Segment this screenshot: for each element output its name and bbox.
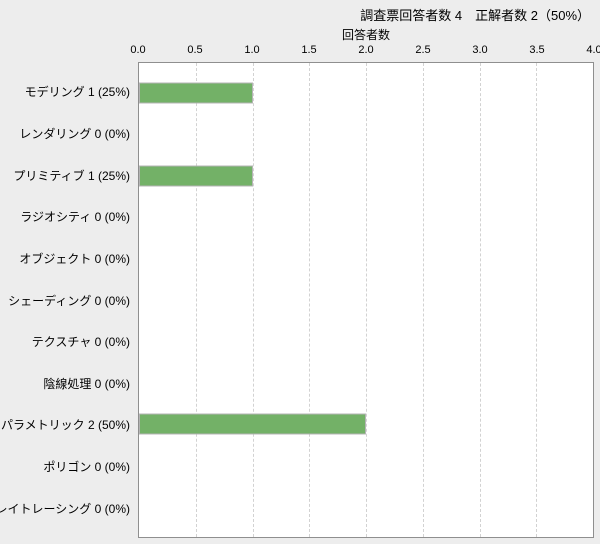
x-tick-label: 3.5 <box>529 44 545 56</box>
x-tick-label: 0.5 <box>187 44 203 56</box>
gridline <box>422 63 424 537</box>
bar <box>139 165 253 187</box>
x-tick-label: 0.0 <box>130 44 146 56</box>
category-label: レイトレーシング 0 (0%) <box>0 501 130 516</box>
plot-area <box>138 62 594 538</box>
x-tick-label: 3.0 <box>472 44 488 56</box>
gridlines <box>139 63 593 537</box>
bar-row <box>139 155 593 196</box>
gridline <box>536 63 538 537</box>
bar <box>139 82 253 104</box>
bar-row <box>139 487 593 528</box>
gridline <box>366 63 367 537</box>
gridline <box>479 63 481 537</box>
bar-row <box>139 72 593 113</box>
bar-row <box>139 404 593 445</box>
category-label: オブジェクト 0 (0%) <box>19 251 130 266</box>
bar-row <box>139 113 593 154</box>
gridline <box>309 63 311 537</box>
category-label: パラメトリック 2 (50%) <box>1 418 130 433</box>
category-label: シェーディング 0 (0%) <box>8 293 130 308</box>
category-label: ポリゴン 0 (0%) <box>43 460 130 475</box>
bar-row <box>139 279 593 320</box>
gridline <box>195 63 197 537</box>
bar <box>139 413 366 435</box>
x-tick-label: 2.0 <box>358 44 374 56</box>
x-tick-label: 4.0 <box>586 44 600 56</box>
gridline <box>252 63 254 537</box>
x-tick-label: 1.0 <box>244 44 260 56</box>
category-label: レンダリング 0 (0%) <box>19 126 130 141</box>
category-label: 陰線処理 0 (0%) <box>43 376 130 391</box>
category-label: プリミティブ 1 (25%) <box>13 168 130 183</box>
y-axis-labels: モデリング 1 (25%) レンダリング 0 (0%) プリミティブ 1 (25%)… <box>0 62 130 538</box>
bar-row <box>139 238 593 279</box>
category-label: モデリング 1 (25%) <box>24 85 130 100</box>
bar-row <box>139 362 593 403</box>
category-label: テクスチャ 0 (0%) <box>31 335 130 350</box>
x-axis-title: 回答者数 <box>341 28 390 42</box>
x-tick-label: 2.5 <box>415 44 431 56</box>
bar-row <box>139 321 593 362</box>
x-tick-label: 1.5 <box>301 44 317 56</box>
category-label: ラジオシティ 0 (0%) <box>20 210 130 225</box>
x-axis-tick-row: 0.0 0.5 1.0 1.5 2.0 2.5 3.0 3.5 4.0 <box>130 44 600 58</box>
chart-title: 調査票回答者数 4 正解者数 2（50%） <box>360 8 590 23</box>
bar-row <box>139 445 593 486</box>
bar-rows <box>139 63 593 537</box>
bar-row <box>139 196 593 237</box>
